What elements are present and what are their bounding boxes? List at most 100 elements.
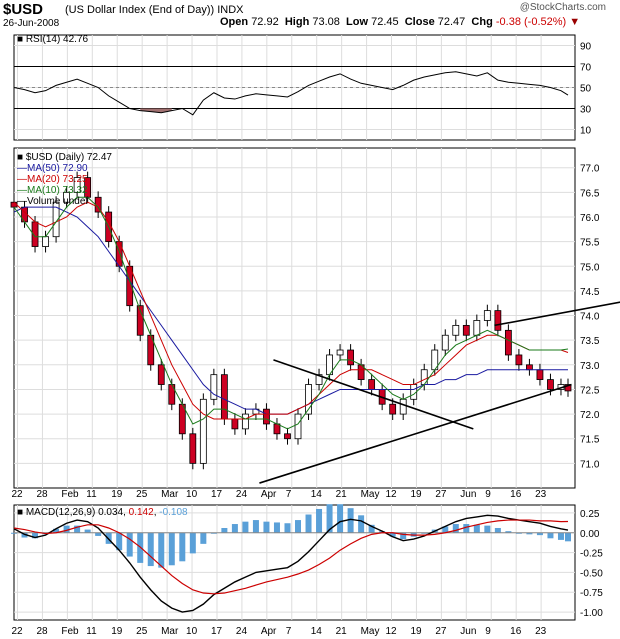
price-candle bbox=[526, 364, 533, 371]
macd-label: ■ MACD(12,26,9) 0.034, 0.142, -0.108 bbox=[17, 507, 188, 518]
trendline bbox=[494, 301, 620, 327]
x-tick-label: Feb bbox=[61, 489, 79, 500]
macd-tick-label: -1.00 bbox=[580, 608, 603, 619]
x-tick-label: 24 bbox=[236, 489, 248, 500]
x-tick-label: Apr bbox=[261, 626, 277, 637]
x-tick-label: 9 bbox=[485, 489, 491, 500]
price-candle bbox=[242, 413, 249, 430]
x-tick-label: 12 bbox=[386, 626, 398, 637]
rsi-tick-label: 90 bbox=[580, 42, 592, 53]
price-candle bbox=[347, 349, 355, 366]
x-tick-label: Apr bbox=[261, 489, 277, 500]
macd-histogram-bar bbox=[221, 528, 228, 533]
macd-histogram-bar bbox=[95, 532, 102, 536]
price-candle bbox=[564, 384, 572, 392]
macd-histogram-bar bbox=[473, 524, 480, 533]
price-panel bbox=[13, 147, 576, 489]
price-candle bbox=[220, 374, 228, 420]
symbol-name: (US Dollar Index (End of Day)) INDX bbox=[65, 4, 244, 16]
rsi-tick-label: 30 bbox=[580, 105, 592, 116]
macd-histogram-bar bbox=[557, 532, 564, 540]
macd-tick-label: -0.75 bbox=[580, 588, 603, 599]
down-triangle-icon: ▼ bbox=[569, 16, 581, 28]
x-tick-label: 28 bbox=[36, 626, 48, 637]
price-candle bbox=[284, 433, 291, 440]
macd-histogram-bar bbox=[116, 532, 123, 551]
price-candle bbox=[199, 398, 207, 464]
macd-histogram-bar bbox=[231, 524, 238, 533]
ohlc-readout: Open 72.92 High 73.08 Low 72.45 Close 72… bbox=[220, 16, 581, 28]
x-tick-label: 19 bbox=[111, 489, 123, 500]
price-candle bbox=[389, 403, 397, 415]
price-candle bbox=[42, 236, 49, 247]
macd-histogram-bar bbox=[168, 532, 175, 566]
x-tick-label: 24 bbox=[236, 626, 248, 637]
macd-histogram-bar bbox=[316, 508, 323, 533]
price-candle bbox=[263, 408, 270, 425]
rsi-tick-label: 50 bbox=[580, 84, 592, 95]
x-tick-label: Jun bbox=[460, 489, 476, 500]
x-tick-label: 28 bbox=[36, 489, 48, 500]
x-tick-label: 19 bbox=[111, 626, 123, 637]
x-tick-label: 17 bbox=[211, 626, 223, 637]
macd-line bbox=[13, 514, 569, 613]
macd-histogram-bar bbox=[305, 514, 312, 533]
price-legend-entry: —MA(10) 73.32 bbox=[17, 185, 88, 196]
x-tick-label: 10 bbox=[186, 489, 198, 500]
macd-histogram-bar bbox=[463, 524, 470, 533]
x-tick-label: 27 bbox=[435, 626, 447, 637]
x-tick-label: 22 bbox=[12, 489, 24, 500]
macd-signal-line bbox=[13, 519, 569, 595]
macd-histogram-bar bbox=[347, 508, 354, 533]
x-tick-label: 10 bbox=[186, 626, 198, 637]
macd-histogram-bar bbox=[74, 525, 81, 533]
price-candle bbox=[536, 369, 544, 380]
price-candle bbox=[504, 329, 512, 356]
x-tick-label: 14 bbox=[311, 626, 323, 637]
x-tick-label: May bbox=[361, 626, 380, 637]
macd-histogram-bar bbox=[242, 521, 249, 533]
macd-histogram-bar bbox=[189, 532, 196, 554]
x-tick-label: 14 bbox=[311, 489, 323, 500]
x-tick-label: 9 bbox=[485, 626, 491, 637]
price-tick-label: 75.5 bbox=[580, 238, 600, 249]
price-tick-label: 74.0 bbox=[580, 312, 600, 323]
price-candle bbox=[547, 379, 554, 390]
x-tick-label: 11 bbox=[86, 626, 97, 637]
x-tick-label: May bbox=[361, 489, 380, 500]
x-tick-label: 19 bbox=[410, 626, 422, 637]
x-tick-label: Mar bbox=[161, 489, 179, 500]
macd-tick-label: -0.50 bbox=[580, 568, 603, 579]
macd-tick-label: -0.25 bbox=[580, 549, 603, 560]
x-tick-label: 11 bbox=[86, 489, 97, 500]
price-tick-label: 77.0 bbox=[580, 164, 600, 175]
macd-tick-label: 0.25 bbox=[580, 509, 600, 520]
macd-histogram-bar bbox=[547, 532, 554, 539]
macd-histogram-bar bbox=[389, 532, 396, 537]
x-tick-label: 19 bbox=[410, 489, 422, 500]
macd-histogram-bar bbox=[32, 532, 39, 539]
macd-histogram-bar bbox=[326, 504, 333, 533]
macd-histogram-bar bbox=[337, 504, 344, 533]
rsi-tick-label: 70 bbox=[580, 63, 592, 74]
x-tick-label: 27 bbox=[435, 489, 447, 500]
x-tick-label: 21 bbox=[336, 626, 348, 637]
macd-histogram-bar bbox=[564, 532, 571, 542]
macd-histogram-bar bbox=[379, 531, 386, 533]
price-candle bbox=[52, 201, 60, 238]
rsi-label: ■ RSI(14) 42.76 bbox=[17, 34, 89, 45]
price-tick-label: 76.5 bbox=[580, 188, 600, 199]
trendline bbox=[273, 359, 474, 430]
price-candle bbox=[157, 364, 165, 385]
macd-histogram-bar bbox=[273, 522, 280, 533]
price-candle bbox=[210, 374, 218, 400]
macd-histogram-bar bbox=[484, 525, 491, 533]
macd-histogram-bar bbox=[526, 532, 533, 535]
macd-tick-label: 0.00 bbox=[580, 529, 600, 540]
x-tick-label: 17 bbox=[211, 489, 223, 500]
x-tick-label: 7 bbox=[286, 489, 292, 500]
chart-date: 26-Jun-2008 bbox=[3, 18, 60, 29]
macd-histogram-bar bbox=[494, 528, 501, 533]
price-tick-label: 73.0 bbox=[580, 361, 600, 372]
x-tick-label: 7 bbox=[286, 626, 292, 637]
